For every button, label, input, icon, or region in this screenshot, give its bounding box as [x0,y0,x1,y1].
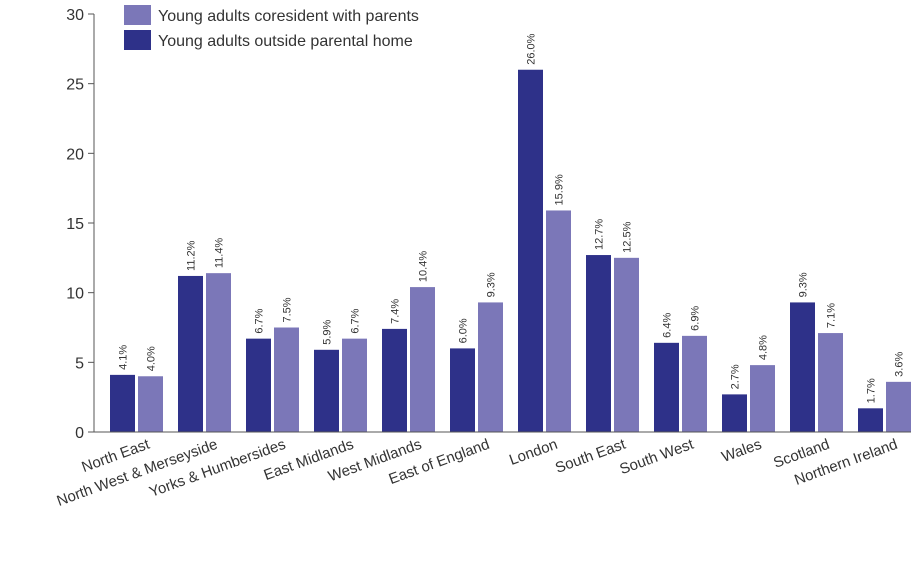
bars: 4.1% 4.0% 11.2% 11.4% 6.7% 7.5% 5.9% 6.7% 7.4% 10… [110,33,911,432]
y-tick-label: 10 [66,286,84,303]
bar-coresident-with-parents [818,333,843,432]
data-label: 7.1% [826,303,838,328]
data-label: 4.8% [758,335,770,360]
data-label: 10.4% [418,251,430,282]
bar-outside-parental-home [858,408,883,432]
bar-outside-parental-home [382,328,407,432]
legend-swatch [124,5,151,25]
bar-coresident-with-parents [546,210,571,432]
data-label: 7.5% [282,297,294,322]
data-label: 11.4% [214,238,226,269]
data-label: 9.3% [486,272,498,297]
bar-outside-parental-home [450,348,475,432]
bar-coresident-with-parents [478,302,503,432]
legend-label: Young adults outside parental home [158,33,413,50]
bar-outside-parental-home [722,394,747,432]
bar-outside-parental-home [518,69,543,432]
legend-label: Young adults coresident with parents [158,8,419,25]
x-tick-label: London [507,436,560,469]
x-tick-label: South West [617,436,696,479]
data-label: 12.5% [622,221,634,252]
data-label: 6.9% [690,306,702,331]
bar-coresident-with-parents [886,381,911,432]
bar-coresident-with-parents [682,335,707,432]
bar-coresident-with-parents [342,338,367,432]
bar-coresident-with-parents [274,327,299,432]
bar-outside-parental-home [246,338,271,432]
data-label: 6.0% [458,318,470,343]
legend: Young adults coresident with parents Youn… [124,5,419,50]
legend-swatch [124,30,151,50]
data-label: 12.7% [594,219,606,250]
bar-outside-parental-home [110,374,135,432]
y-tick-label: 15 [66,216,84,233]
data-label: 9.3% [798,272,810,297]
bar-outside-parental-home [586,255,611,432]
y-tick-label: 25 [66,77,84,94]
data-label: 11.2% [186,240,198,271]
bar-outside-parental-home [654,342,679,432]
bar-outside-parental-home [314,349,339,432]
bar-coresident-with-parents [138,376,163,432]
data-label: 2.7% [730,364,742,389]
bar-coresident-with-parents [750,365,775,432]
y-tick-label: 5 [75,355,84,372]
data-label: 26.0% [526,33,538,64]
data-label: 3.6% [894,352,906,377]
y-tick-label: 0 [75,425,84,442]
bar-outside-parental-home [178,275,203,432]
data-label: 6.7% [254,308,266,333]
y-axis: 0 5 10 15 20 25 30 [66,7,95,442]
data-label: 6.4% [662,313,674,338]
data-label: 4.1% [118,345,130,370]
data-label: 7.4% [390,299,402,324]
data-label: 5.9% [322,320,334,345]
x-tick-label: Wales [719,436,763,466]
bar-coresident-with-parents [410,287,435,432]
bar-coresident-with-parents [614,257,639,432]
y-tick-label: 30 [66,7,84,24]
bar-outside-parental-home [790,302,815,432]
data-label: 15.9% [554,174,566,205]
x-tick-label: South East [553,436,629,477]
data-label: 4.0% [146,346,158,371]
bar-coresident-with-parents [206,273,231,432]
data-label: 6.7% [350,308,362,333]
y-tick-label: 20 [66,146,84,163]
data-label: 1.7% [866,378,878,403]
